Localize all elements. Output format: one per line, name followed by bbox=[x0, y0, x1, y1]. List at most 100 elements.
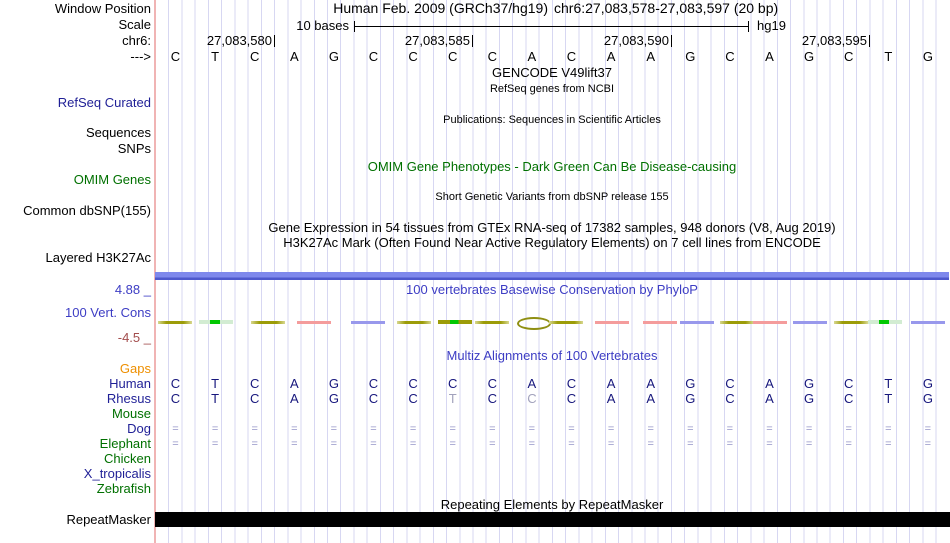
multiz-dog-gap-mark: = bbox=[805, 423, 813, 435]
track-title-publications-title[interactable]: Publications: Sequences in Scientific Ar… bbox=[443, 114, 661, 126]
track-title-gencode-title[interactable]: GENCODE V49lift37 bbox=[492, 65, 612, 80]
ruler-tick-mark bbox=[671, 35, 672, 47]
ruler-base-letter: C bbox=[843, 49, 854, 64]
track-label-vert-cons[interactable]: 100 Vert. Cons bbox=[65, 305, 151, 320]
multiz-human-base: C bbox=[843, 376, 854, 391]
conservation-wiggle-mark bbox=[158, 321, 192, 324]
conservation-wiggle-mark bbox=[753, 321, 787, 324]
track-label-refseq-curated[interactable]: RefSeq Curated bbox=[57, 95, 151, 110]
base-position-guidelines bbox=[155, 0, 949, 543]
multiz-dog-gap-mark: = bbox=[291, 423, 298, 435]
multiz-dog-gap-mark: = bbox=[449, 423, 456, 435]
ruler-base-letter: C bbox=[170, 49, 181, 64]
multiz-elephant-gap-mark: = bbox=[409, 438, 417, 450]
scale-bar-left-cap bbox=[354, 21, 355, 32]
ruler-base-letter: C bbox=[249, 49, 260, 64]
conservation-wiggle-mark bbox=[251, 321, 285, 324]
layered-h3k27ac-signal-bar[interactable] bbox=[155, 272, 949, 280]
conservation-wiggle-mark bbox=[911, 321, 945, 324]
ruler-base-letter: A bbox=[527, 49, 537, 64]
multiz-rhesus-base: C bbox=[843, 391, 854, 406]
position-range-title: chr6:27,083,578-27,083,597 (20 bp) bbox=[554, 0, 779, 16]
multiz-rhesus-base: C bbox=[487, 391, 497, 406]
ruler-tick-mark bbox=[472, 35, 473, 47]
multiz-elephant-gap-mark: = bbox=[687, 438, 694, 450]
track-label-chicken[interactable]: Chicken bbox=[104, 451, 151, 466]
conservation-wiggle-mark bbox=[438, 320, 472, 324]
track-title-omim-title[interactable]: OMIM Gene Phenotypes - Dark Green Can Be… bbox=[367, 159, 737, 174]
multiz-rhesus-base: T bbox=[884, 391, 893, 406]
multiz-dog-gap-mark: = bbox=[251, 423, 258, 435]
multiz-elephant-gap-mark: = bbox=[172, 438, 179, 450]
multiz-dog-gap-mark: = bbox=[766, 423, 773, 435]
multiz-human-base: A bbox=[289, 376, 299, 391]
multiz-dog-gap-mark: = bbox=[172, 423, 179, 435]
conservation-wiggle-mark bbox=[834, 321, 868, 324]
track-label-elephant[interactable]: Elephant bbox=[99, 436, 151, 451]
scale-bar-right-cap bbox=[748, 21, 749, 32]
track-title-multiz-title[interactable]: Multiz Alignments of 100 Vertebrates bbox=[446, 348, 658, 363]
multiz-elephant-gap-mark: = bbox=[885, 438, 892, 450]
multiz-elephant-gap-mark: = bbox=[766, 438, 773, 450]
track-label-zebrafish[interactable]: Zebrafish bbox=[96, 481, 151, 496]
conservation-wiggle-mark bbox=[680, 321, 714, 324]
multiz-human-base: G bbox=[922, 376, 933, 391]
track-label-gaps[interactable]: Gaps bbox=[119, 361, 151, 376]
track-label-sequences[interactable]: Sequences bbox=[85, 125, 151, 140]
track-title-repeat-title[interactable]: Repeating Elements by RepeatMasker bbox=[440, 497, 664, 512]
track-label-x-tropicalis[interactable]: X_tropicalis bbox=[83, 466, 151, 481]
conservation-wiggle-mark bbox=[199, 320, 233, 324]
ruler-base-letter: T bbox=[884, 49, 893, 64]
ruler-base-letter: C bbox=[725, 49, 735, 64]
track-label-snps[interactable]: SNPs bbox=[117, 141, 151, 156]
conservation-ellipse-mark bbox=[517, 317, 551, 330]
repeatmasker-element-bar[interactable] bbox=[155, 512, 950, 527]
track-label-dog[interactable]: Dog bbox=[127, 421, 151, 436]
track-label-strand-arrow: ---> bbox=[130, 49, 151, 64]
multiz-elephant-gap-mark: = bbox=[568, 438, 575, 450]
track-title-gtex-title[interactable]: Gene Expression in 54 tissues from GTEx … bbox=[268, 220, 836, 235]
scale-bar-label: 10 bases bbox=[296, 18, 349, 33]
multiz-human-base: A bbox=[527, 376, 537, 391]
multiz-elephant-gap-mark: = bbox=[805, 438, 813, 450]
track-title-phylop-title[interactable]: 100 vertebrates Basewise Conservation by… bbox=[406, 282, 698, 297]
track-title-dbsnp-subtitle[interactable]: Short Genetic Variants from dbSNP releas… bbox=[435, 191, 669, 203]
multiz-human-base: C bbox=[487, 376, 497, 391]
multiz-rhesus-base: G bbox=[328, 391, 339, 406]
track-label-repeatmasker[interactable]: RepeatMasker bbox=[66, 512, 151, 527]
track-label-chrom: chr6: bbox=[122, 33, 151, 48]
track-label-common-dbsnp[interactable]: Common dbSNP(155) bbox=[23, 203, 151, 218]
conservation-wiggle-mark bbox=[643, 321, 677, 324]
ruler-tick-mark bbox=[274, 35, 275, 47]
multiz-human-base: C bbox=[249, 376, 260, 391]
multiz-human-base: T bbox=[884, 376, 893, 391]
track-label-rhesus[interactable]: Rhesus bbox=[106, 391, 151, 406]
multiz-rhesus-base: C bbox=[566, 391, 577, 406]
multiz-dog-gap-mark: = bbox=[845, 423, 852, 435]
multiz-dog-gap-mark: = bbox=[607, 423, 615, 435]
conservation-wiggle-mark bbox=[549, 321, 583, 324]
multiz-rhesus-base: G bbox=[685, 391, 696, 406]
multiz-rhesus-base: G bbox=[922, 391, 933, 406]
multiz-human-base: G bbox=[685, 376, 696, 391]
multiz-elephant-gap-mark: = bbox=[330, 438, 338, 450]
track-title-refseq-subtitle[interactable]: RefSeq genes from NCBI bbox=[489, 83, 615, 95]
track-label-omim-genes[interactable]: OMIM Genes bbox=[73, 172, 151, 187]
multiz-elephant-gap-mark: = bbox=[845, 438, 852, 450]
multiz-elephant-gap-mark: = bbox=[489, 438, 496, 450]
multiz-human-base: C bbox=[725, 376, 735, 391]
ruler-number: 27,083,595 bbox=[801, 33, 867, 48]
track-label-mouse[interactable]: Mouse bbox=[111, 406, 151, 421]
multiz-elephant-gap-mark: = bbox=[370, 438, 377, 450]
track-label-human[interactable]: Human bbox=[109, 376, 151, 391]
multiz-dog-gap-mark: = bbox=[885, 423, 892, 435]
conservation-wiggle-mark bbox=[475, 321, 509, 324]
track-title-h3k27ac-title[interactable]: H3K27Ac Mark (Often Found Near Active Re… bbox=[283, 235, 821, 250]
conservation-wiggle-mark bbox=[297, 321, 331, 324]
ruler-base-letter: G bbox=[328, 49, 339, 64]
multiz-dog-gap-mark: = bbox=[211, 423, 219, 435]
track-label-layered-h3k27ac[interactable]: Layered H3K27Ac bbox=[45, 250, 151, 265]
multiz-rhesus-base: C bbox=[249, 391, 260, 406]
multiz-elephant-gap-mark: = bbox=[924, 438, 932, 450]
